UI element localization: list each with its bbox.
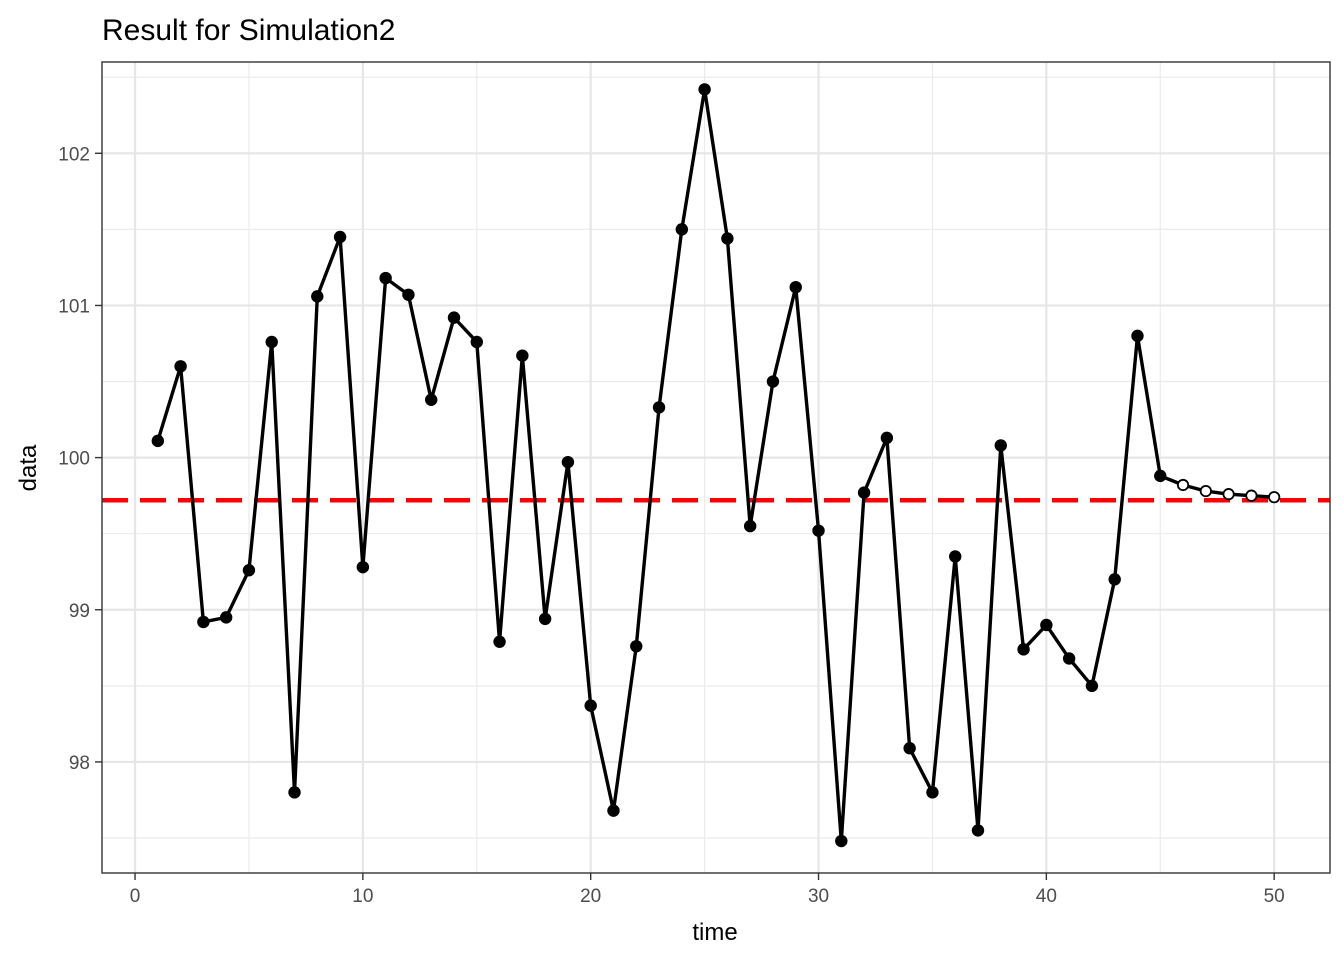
data-point bbox=[1017, 643, 1030, 656]
data-point bbox=[812, 524, 825, 537]
data-point bbox=[652, 401, 666, 414]
y-tick-label: 102 bbox=[58, 144, 90, 165]
data-point bbox=[743, 519, 757, 533]
data-point bbox=[994, 439, 1007, 452]
data-point bbox=[903, 742, 916, 755]
x-axis: 0 10 20 30 40 50 bbox=[130, 873, 1285, 907]
x-axis-title: time bbox=[692, 919, 737, 946]
y-axis: 98 99 100 101 102 bbox=[58, 144, 102, 774]
data-point bbox=[880, 431, 894, 445]
data-point bbox=[242, 564, 256, 577]
data-point bbox=[971, 824, 985, 837]
data-point bbox=[721, 232, 734, 245]
data-point bbox=[630, 640, 643, 653]
data-point bbox=[949, 550, 962, 563]
forecast-point bbox=[1245, 489, 1258, 502]
data-point bbox=[1154, 469, 1167, 483]
y-axis-title: data bbox=[15, 444, 42, 491]
x-tick-label: 10 bbox=[352, 886, 373, 907]
forecast-point bbox=[1199, 484, 1212, 498]
data-point bbox=[561, 455, 575, 469]
data-point bbox=[698, 83, 711, 96]
data-point bbox=[265, 335, 278, 349]
y-tick-label: 100 bbox=[58, 449, 90, 470]
data-point bbox=[584, 699, 597, 712]
data-point bbox=[857, 486, 871, 499]
data-point bbox=[333, 230, 347, 244]
x-tick-label: 40 bbox=[1036, 886, 1057, 907]
data-point bbox=[1040, 618, 1053, 632]
data-point bbox=[311, 290, 324, 303]
x-tick-label: 30 bbox=[808, 886, 829, 907]
chart-title: Result for Simulation2 bbox=[102, 14, 395, 47]
data-point bbox=[835, 834, 848, 848]
data-point bbox=[1131, 329, 1144, 343]
y-tick-label: 99 bbox=[69, 601, 90, 622]
data-point bbox=[538, 612, 552, 626]
data-point bbox=[379, 271, 392, 285]
y-tick-label: 98 bbox=[69, 753, 90, 774]
data-point bbox=[219, 611, 233, 624]
data-point bbox=[1085, 679, 1099, 693]
data-point bbox=[447, 311, 461, 324]
data-point bbox=[425, 393, 438, 406]
x-tick-label: 0 bbox=[130, 886, 141, 907]
data-point bbox=[470, 335, 483, 349]
data-point bbox=[197, 615, 210, 629]
data-point bbox=[174, 360, 187, 373]
data-point bbox=[607, 804, 620, 817]
data-point bbox=[766, 375, 780, 388]
data-point bbox=[151, 434, 165, 448]
x-tick-label: 20 bbox=[580, 886, 601, 907]
series-group bbox=[151, 83, 1281, 848]
data-point bbox=[288, 786, 301, 799]
forecast-point bbox=[1268, 491, 1281, 504]
panel-border bbox=[101, 61, 1331, 874]
data-point bbox=[926, 786, 939, 799]
data-point bbox=[402, 288, 415, 302]
data-point bbox=[789, 280, 802, 294]
data-point bbox=[675, 223, 689, 236]
data-point bbox=[356, 560, 370, 574]
grid-major bbox=[102, 62, 1330, 873]
forecast-point bbox=[1176, 478, 1190, 492]
x-tick-label: 50 bbox=[1264, 886, 1285, 907]
y-tick-label: 101 bbox=[58, 296, 90, 317]
data-point bbox=[516, 349, 529, 362]
data-point bbox=[1062, 652, 1076, 665]
data-point bbox=[1108, 573, 1121, 586]
forecast-point bbox=[1222, 488, 1235, 501]
data-point bbox=[493, 635, 506, 648]
